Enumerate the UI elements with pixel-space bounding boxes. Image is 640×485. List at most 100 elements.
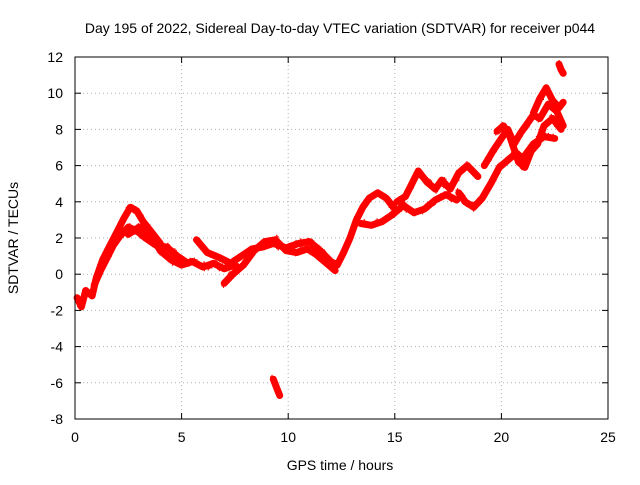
data-point <box>538 127 543 132</box>
data-point <box>298 244 303 249</box>
data-point <box>387 202 391 207</box>
data-point <box>450 184 455 189</box>
data-point <box>368 195 373 200</box>
data-point <box>186 261 191 266</box>
data-point <box>471 170 476 175</box>
y-axis-label: SDTVAR / TECUs <box>5 182 21 294</box>
data-point <box>382 218 387 223</box>
data-point <box>346 240 351 245</box>
data-point <box>394 201 399 206</box>
y-tick-label: 2 <box>55 230 63 246</box>
y-tick-label: 8 <box>55 121 63 137</box>
data-point <box>518 132 523 137</box>
data-point <box>436 196 441 201</box>
data-point <box>231 274 236 279</box>
data-point <box>81 296 86 301</box>
data-point <box>373 221 378 226</box>
data-point <box>520 129 525 134</box>
data-point <box>99 266 104 271</box>
data-point <box>242 252 247 257</box>
data-point <box>82 288 87 293</box>
data-point <box>227 261 232 266</box>
data-point <box>109 249 114 254</box>
data-point <box>354 214 359 219</box>
data-point <box>188 259 193 264</box>
data-point <box>412 209 417 213</box>
data-point <box>214 259 219 264</box>
data-point <box>546 132 551 137</box>
data-point <box>555 111 560 116</box>
data-point <box>525 120 530 125</box>
data-point <box>512 148 517 153</box>
data-point <box>527 115 532 120</box>
data-point <box>455 178 460 183</box>
data-point <box>493 174 498 179</box>
data-point <box>293 243 298 247</box>
data-point <box>413 171 418 176</box>
data-point <box>535 134 540 139</box>
data-point <box>510 137 515 142</box>
data-point <box>351 227 356 232</box>
data-point <box>501 124 506 128</box>
data-point <box>449 198 454 203</box>
data-point <box>92 282 96 287</box>
data-point <box>369 192 374 197</box>
data-point <box>435 186 439 191</box>
data-point <box>77 300 82 305</box>
data-point <box>117 227 122 232</box>
series-satellite-track-3 <box>124 223 239 273</box>
data-point <box>161 253 166 258</box>
data-point <box>119 221 124 226</box>
data-point <box>519 166 524 171</box>
data-point <box>319 258 324 263</box>
data-point <box>447 195 452 200</box>
data-point <box>274 234 279 239</box>
data-point <box>90 291 95 296</box>
data-point <box>216 254 221 259</box>
data-point <box>448 192 452 197</box>
series-satellite-track-1 <box>73 203 164 311</box>
data-point <box>123 213 128 218</box>
data-point <box>121 218 126 223</box>
data-point <box>410 179 415 184</box>
data-point <box>200 246 205 251</box>
data-point <box>508 153 513 158</box>
data-point <box>559 102 564 107</box>
data-point <box>167 245 172 250</box>
data-point <box>484 159 489 164</box>
data-point <box>537 136 542 141</box>
data-point <box>543 120 548 125</box>
data-point <box>110 242 115 247</box>
data-point <box>357 218 362 223</box>
data-point <box>379 220 384 224</box>
data-point <box>316 255 321 260</box>
data-point <box>138 234 143 239</box>
data-point <box>131 209 136 214</box>
data-point <box>127 223 132 228</box>
data-point <box>136 232 141 236</box>
data-point <box>560 68 565 73</box>
data-point <box>157 251 162 256</box>
data-point <box>385 197 390 202</box>
data-point <box>415 208 420 213</box>
data-point <box>537 96 542 100</box>
data-point <box>457 169 462 174</box>
data-point <box>418 175 423 180</box>
data-point <box>280 246 285 251</box>
grid <box>75 57 608 419</box>
data-point <box>417 207 422 212</box>
data-point <box>303 239 307 244</box>
data-point <box>527 148 532 153</box>
data-point <box>410 183 415 188</box>
data-point <box>206 266 211 271</box>
data-point <box>533 144 538 149</box>
data-point <box>445 182 450 187</box>
data-point <box>455 188 460 193</box>
data-point <box>441 184 446 189</box>
data-point <box>274 238 279 243</box>
data-point <box>404 208 409 213</box>
series-satellite-track-9 <box>393 161 482 206</box>
data-point <box>417 169 422 174</box>
y-tick-label: 6 <box>55 158 63 174</box>
x-tick-label: 25 <box>600 429 616 445</box>
